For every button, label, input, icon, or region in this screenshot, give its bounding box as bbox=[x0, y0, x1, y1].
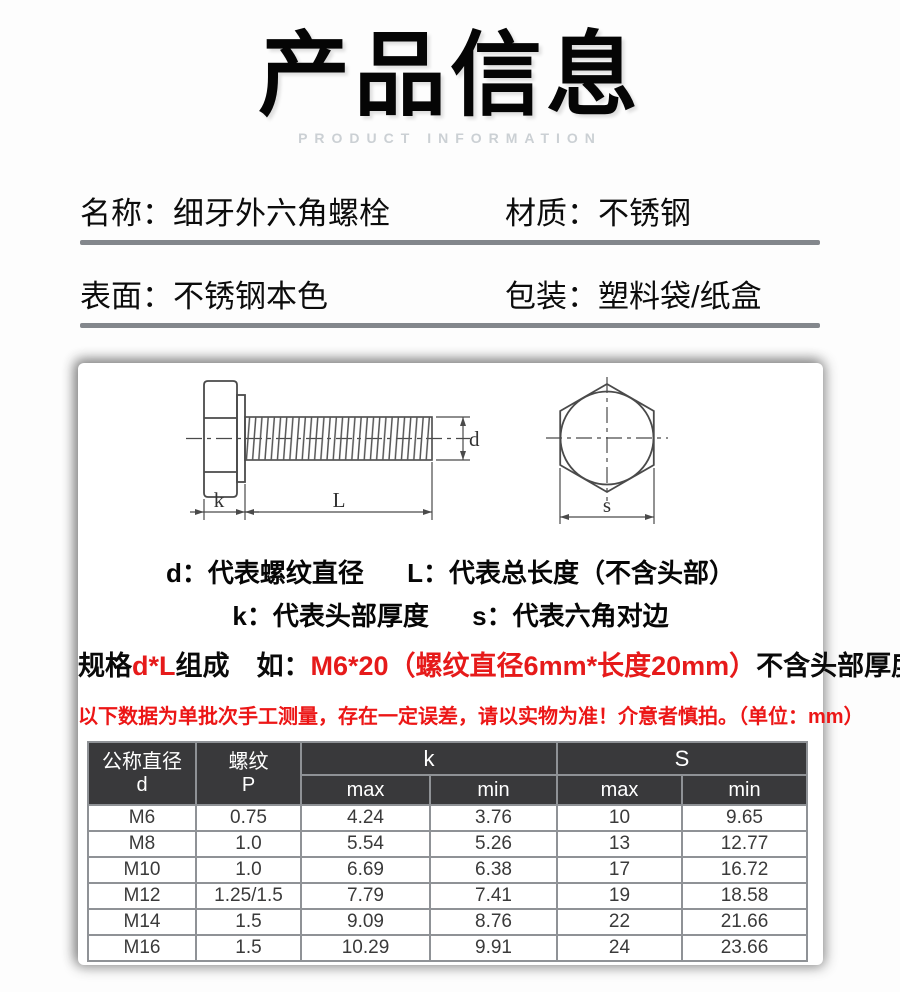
cell-pitch: 1.5 bbox=[195, 934, 302, 962]
spec-text: 不含头部厚度 bbox=[756, 651, 900, 681]
cell-pitch: 1.5 bbox=[195, 908, 302, 936]
cell-kmin: 3.76 bbox=[429, 804, 558, 832]
cell-kmin: 7.41 bbox=[429, 882, 558, 910]
dimension-table: 公称直径 d 螺纹 P k S max min max min bbox=[87, 741, 808, 962]
cell-kmax: 5.54 bbox=[300, 830, 431, 858]
col-group-k: k bbox=[300, 741, 558, 776]
spec-example-red: M6*20（螺纹直径6mm*长度20mm） bbox=[310, 651, 757, 681]
cell-pitch: 1.25/1.5 bbox=[195, 882, 302, 910]
dim-label-d: d bbox=[469, 427, 480, 451]
table-row: M8 1.0 5.54 5.26 13 12.77 bbox=[87, 830, 808, 858]
divider-line bbox=[80, 323, 820, 328]
cell-kmin: 8.76 bbox=[429, 908, 558, 936]
cell-kmin: 5.26 bbox=[429, 830, 558, 858]
legend-s: s：代表六角对边 bbox=[472, 601, 669, 631]
cell-smax: 13 bbox=[556, 830, 683, 858]
spec-text: 规格 bbox=[78, 651, 132, 681]
cell-size: M6 bbox=[87, 804, 197, 832]
cell-kmax: 10.29 bbox=[300, 934, 431, 962]
table-header-row: 公称直径 d 螺纹 P k S bbox=[87, 741, 808, 806]
info-name: 名称：细牙外六角螺栓 bbox=[80, 196, 390, 231]
table-row: M12 1.25/1.5 7.79 7.41 19 18.58 bbox=[87, 882, 808, 910]
cell-smin: 12.77 bbox=[681, 830, 808, 858]
table-subheader-row: max min max min bbox=[88, 774, 808, 806]
col-k-max: max bbox=[300, 774, 431, 806]
legend-line-1: d：代表螺纹直径 L：代表总长度（不含头部） bbox=[78, 553, 823, 590]
cell-size: M16 bbox=[87, 934, 197, 962]
table-row: M6 0.75 4.24 3.76 10 9.65 bbox=[87, 804, 808, 832]
cell-kmax: 4.24 bbox=[300, 804, 431, 832]
cell-smax: 10 bbox=[556, 804, 683, 832]
divider-line bbox=[80, 240, 820, 245]
dim-label-L: L bbox=[333, 488, 346, 512]
col-header-diameter: 公称直径 d bbox=[87, 741, 197, 806]
table-row: M14 1.5 9.09 8.76 22 21.66 bbox=[87, 908, 808, 936]
info-material: 材质：不锈钢 bbox=[505, 196, 691, 231]
cell-kmax: 7.79 bbox=[300, 882, 431, 910]
cell-smax: 22 bbox=[556, 908, 683, 936]
legend-d: d：代表螺纹直径 bbox=[165, 558, 364, 588]
page-subtitle: PRODUCT INFORMATION bbox=[298, 130, 602, 146]
page-title: 产品信息 bbox=[257, 25, 642, 127]
table-row: M10 1.0 6.69 6.38 17 16.72 bbox=[87, 856, 808, 884]
cell-smax: 24 bbox=[556, 934, 683, 962]
dim-label-s: s bbox=[603, 493, 611, 517]
spec-card: d k L s d：代表螺纹直径 L：代表总长度（不含头部） k：代表头部厚度 … bbox=[78, 363, 900, 965]
legend-line-2: k：代表头部厚度 s：代表六角对边 bbox=[78, 596, 823, 633]
col-s-max: max bbox=[556, 774, 683, 806]
info-packing: 包装：塑料袋/纸盒 bbox=[505, 279, 762, 314]
spec-text: 组成 如： bbox=[175, 651, 311, 681]
dim-label-k: k bbox=[214, 488, 225, 512]
col-header-pitch: 螺纹 P bbox=[195, 741, 302, 806]
legend-L: L：代表总长度（不含头部） bbox=[407, 558, 735, 588]
spec-format-line: 规格d*L组成 如：M6*20（螺纹直径6mm*长度20mm）不含头部厚度 bbox=[78, 644, 900, 683]
cell-kmax: 9.09 bbox=[300, 908, 431, 936]
cell-size: M14 bbox=[87, 908, 197, 936]
cell-pitch: 1.0 bbox=[195, 856, 302, 884]
cell-smin: 23.66 bbox=[681, 934, 808, 962]
measurement-warning: 以下数据为单批次手工测量，存在一定误差，请以实物为准！介意者慎拍。（单位：mm） bbox=[78, 706, 864, 728]
cell-kmax: 6.69 bbox=[300, 856, 431, 884]
cell-smax: 19 bbox=[556, 882, 683, 910]
cell-pitch: 1.0 bbox=[195, 830, 302, 858]
bolt-diagram: d k L s bbox=[186, 377, 668, 524]
legend-k: k：代表头部厚度 bbox=[232, 601, 429, 631]
cell-size: M12 bbox=[87, 882, 197, 910]
col-k-min: min bbox=[429, 774, 558, 806]
col-group-s: S bbox=[556, 741, 808, 776]
cell-smin: 18.58 bbox=[681, 882, 808, 910]
col-s-min: min bbox=[681, 774, 808, 806]
table-row: M16 1.5 10.29 9.91 24 23.66 bbox=[87, 934, 808, 962]
cell-kmin: 6.38 bbox=[429, 856, 558, 884]
cell-smin: 16.72 bbox=[681, 856, 808, 884]
cell-pitch: 0.75 bbox=[195, 804, 302, 832]
cell-kmin: 9.91 bbox=[429, 934, 558, 962]
cell-smin: 21.66 bbox=[681, 908, 808, 936]
info-surface: 表面：不锈钢本色 bbox=[80, 279, 328, 314]
cell-smin: 9.65 bbox=[681, 804, 808, 832]
cell-smax: 17 bbox=[556, 856, 683, 884]
spec-dl-red: d*L bbox=[132, 651, 176, 681]
cell-size: M8 bbox=[87, 830, 197, 858]
cell-size: M10 bbox=[87, 856, 197, 884]
